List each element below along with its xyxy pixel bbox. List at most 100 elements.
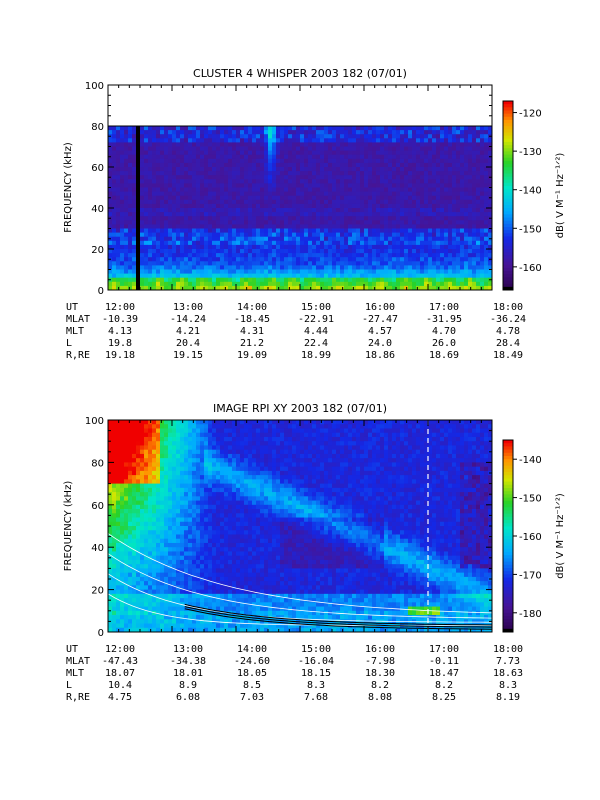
- heatmap-cell: [260, 150, 265, 156]
- heatmap-cell: [180, 462, 185, 468]
- heatmap-cell: [176, 606, 181, 612]
- heatmap-cell: [384, 265, 389, 270]
- heatmap-cell: [316, 179, 321, 184]
- heatmap-cell: [120, 424, 125, 429]
- heatmap-cell: [220, 273, 225, 279]
- heatmap-cell: [216, 253, 221, 258]
- heatmap-cell: [172, 199, 177, 205]
- heatmap-cell: [416, 154, 421, 160]
- heatmap-cell: [156, 253, 161, 258]
- heatmap-cell: [136, 576, 141, 582]
- heatmap-cell: [136, 470, 141, 476]
- heatmap-cell: [244, 126, 249, 131]
- heatmap-cell: [164, 277, 169, 283]
- heatmap-cell: [412, 224, 417, 229]
- heatmap-cell: [436, 208, 441, 213]
- heatmap-cell: [168, 615, 173, 620]
- colorbar-segment: [503, 148, 513, 152]
- heatmap-cell: [396, 175, 401, 180]
- heatmap-cell: [408, 203, 413, 209]
- heatmap-cell: [108, 436, 113, 442]
- heatmap-cell: [144, 500, 149, 506]
- heatmap-cell: [240, 158, 245, 164]
- heatmap-cell: [268, 150, 273, 156]
- heatmap-cell: [436, 183, 441, 188]
- heatmap-cell: [268, 236, 273, 242]
- heatmap-cell: [264, 199, 269, 205]
- colorbar-segment: [503, 280, 513, 285]
- heatmap-cell: [152, 530, 157, 535]
- heatmap-cell: [432, 199, 437, 205]
- heatmap-cell: [372, 146, 377, 151]
- heatmap-cell: [240, 216, 245, 221]
- heatmap-cell: [144, 138, 149, 143]
- heatmap-cell: [288, 179, 293, 184]
- heatmap-cell: [184, 150, 189, 156]
- heatmap-cell: [176, 534, 181, 540]
- heatmap-cell: [128, 277, 133, 283]
- heatmap-cell: [136, 249, 141, 254]
- heatmap-cell: [320, 216, 325, 221]
- heatmap-cell: [168, 199, 173, 205]
- heatmap-cell: [220, 134, 225, 139]
- heatmap-cell: [180, 195, 185, 201]
- heatmap-cell: [388, 273, 393, 279]
- heatmap-cell: [256, 146, 261, 151]
- heatmap-cell: [200, 167, 205, 172]
- heatmap-cell: [172, 564, 177, 569]
- heatmap-cell: [200, 236, 205, 242]
- heatmap-cell: [324, 212, 329, 217]
- heatmap-cell: [176, 277, 181, 283]
- heatmap-cell: [120, 167, 125, 172]
- heatmap-cell: [360, 199, 365, 205]
- heatmap-cell: [320, 138, 325, 143]
- heatmap-cell: [400, 179, 405, 184]
- heatmap-cell: [280, 261, 285, 266]
- heatmap-cell: [276, 167, 281, 172]
- heatmap-cell: [436, 277, 441, 283]
- heatmap-cell: [328, 228, 333, 233]
- heatmap-cell: [344, 158, 349, 164]
- heatmap-cell: [300, 253, 305, 258]
- heatmap-cell: [204, 281, 209, 287]
- heatmap-cell: [416, 240, 421, 246]
- heatmap-cell: [220, 236, 225, 242]
- heatmap-cell: [464, 277, 469, 283]
- heatmap-cell: [172, 572, 177, 578]
- heatmap-cell: [260, 224, 265, 229]
- heatmap-cell: [284, 179, 289, 184]
- heatmap-cell: [396, 216, 401, 221]
- heatmap-cell: [428, 249, 433, 254]
- heatmap-cell: [352, 228, 357, 233]
- heatmap-cell: [372, 130, 377, 135]
- heatmap-cell: [356, 273, 361, 279]
- heatmap-cell: [380, 126, 385, 131]
- heatmap-cell: [428, 261, 433, 266]
- heatmap-cell: [364, 285, 369, 291]
- heatmap-cell: [384, 126, 389, 131]
- heatmap-cell: [184, 158, 189, 164]
- heatmap-cell: [284, 265, 289, 270]
- heatmap-cell: [456, 257, 461, 262]
- heatmap-cell: [380, 253, 385, 258]
- heatmap-cell: [172, 171, 177, 176]
- heatmap-cell: [156, 146, 161, 151]
- heatmap-cell: [484, 216, 489, 221]
- heatmap-cell: [468, 228, 473, 233]
- heatmap-cell: [160, 134, 165, 139]
- heatmap-cell: [452, 269, 457, 274]
- heatmap-cell: [176, 195, 181, 201]
- heatmap-cell: [292, 195, 297, 201]
- heatmap-cell: [472, 273, 477, 279]
- heatmap-cell: [360, 203, 365, 209]
- heatmap-cell: [336, 285, 341, 291]
- heatmap-cell: [448, 216, 453, 221]
- heatmap-cell: [408, 150, 413, 156]
- heatmap-cell: [120, 462, 125, 468]
- heatmap-cell: [460, 199, 465, 205]
- heatmap-cell: [112, 547, 117, 552]
- heatmap-cell: [292, 281, 297, 287]
- heatmap-cell: [312, 203, 317, 209]
- heatmap-cell: [112, 150, 117, 156]
- heatmap-cell: [124, 220, 129, 225]
